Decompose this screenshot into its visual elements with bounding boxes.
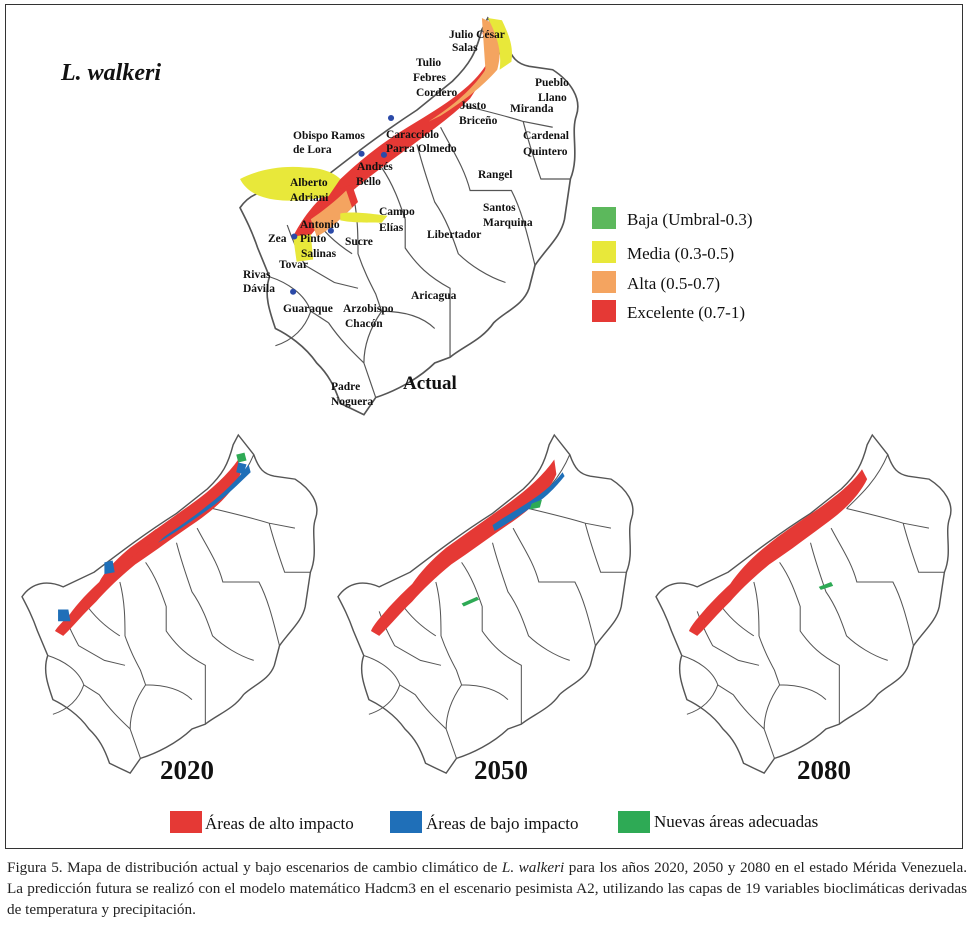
species-title: L. walkeri (60, 60, 161, 86)
scenario-year-2020: 2020 (160, 755, 214, 785)
high-impact-area (125, 529, 159, 561)
legend-label-baja: Baja (Umbral-0.3) (627, 210, 753, 229)
impact-legend: Áreas de alto impacto Áreas de bajo impa… (170, 811, 818, 833)
label-alberto: Alberto (290, 177, 328, 189)
legend-item-baja: Baja (Umbral-0.3) (592, 207, 753, 229)
legend-swatch-media (592, 241, 616, 263)
label-cordero: Cordero (416, 87, 458, 99)
label-libertador: Libertador (427, 229, 481, 241)
caption-species: L. walkeri (501, 859, 565, 876)
high-impact-area (688, 469, 868, 636)
label-santos: Santos (483, 202, 516, 214)
label-padre: Padre (331, 381, 360, 393)
scenario-map-2050: 2050 (337, 434, 634, 785)
legend-label-alta: Alta (0.5-0.7) (627, 274, 720, 293)
label-miranda: Miranda (510, 103, 554, 115)
legend-swatch-baja (592, 207, 616, 229)
high-impact-area (370, 459, 557, 636)
legend-label-excelente: Excelente (0.7-1) (627, 303, 745, 322)
label-obispo-ramos: Obispo Ramos (293, 130, 365, 142)
label-campo: Campo (379, 206, 415, 218)
label-briceno: Briceño (459, 115, 498, 127)
legend-item-new-areas: Nuevas áreas adecuadas (618, 811, 818, 833)
legend-swatch-high-impact (170, 811, 202, 833)
current-distribution-map: Julio César Salas Tulio Febres Cordero P… (60, 17, 579, 416)
label-quintero: Quintero (523, 146, 568, 158)
legend-item-high-impact: Áreas de alto impacto (170, 811, 354, 833)
low-impact-area (157, 464, 251, 543)
municipality-labels: Julio César Salas Tulio Febres Cordero P… (243, 29, 569, 408)
label-salinas: Salinas (301, 248, 337, 260)
legend-label-new-areas: Nuevas áreas adecuadas (654, 812, 818, 831)
label-de-lora: de Lora (293, 144, 332, 156)
suitability-medium-area (240, 18, 513, 262)
scenario-year-2080: 2080 (797, 755, 851, 785)
legend-item-media: Media (0.3-0.5) (592, 241, 734, 263)
label-zea: Zea (268, 233, 287, 245)
label-antonio: Antonio (300, 219, 340, 231)
legend-swatch-low-impact (390, 811, 422, 833)
label-rangel: Rangel (478, 169, 513, 181)
label-tulio: Tulio (416, 57, 441, 69)
label-febres: Febres (413, 72, 447, 84)
suitability-high-area (310, 18, 500, 237)
suitability-legend: Baja (Umbral-0.3) Media (0.3-0.5) Alta (… (592, 207, 753, 322)
label-davila: Dávila (243, 283, 275, 295)
label-aricagua: Aricagua (411, 290, 457, 302)
legend-item-excelente: Excelente (0.7-1) (592, 300, 745, 322)
label-guaraque: Guaraque (283, 303, 333, 315)
label-adriani: Adriani (290, 192, 329, 204)
legend-item-alta: Alta (0.5-0.7) (592, 271, 720, 293)
label-cardenal: Cardenal (523, 130, 569, 142)
label-justo: Justo (460, 100, 486, 112)
label-sucre: Sucre (345, 236, 373, 248)
legend-swatch-excelente (592, 300, 616, 322)
legend-swatch-new-areas (618, 811, 650, 833)
occurrence-points (290, 115, 395, 295)
legend-label-media: Media (0.3-0.5) (627, 244, 734, 263)
label-andres: Andrés (357, 161, 393, 173)
label-marquina: Marquina (483, 217, 533, 229)
label-parra-olmedo: Parra Olmedo (386, 143, 457, 155)
label-llano: Llano (538, 92, 567, 104)
label-pueblo: Pueblo (535, 77, 569, 89)
label-elias: Elías (379, 222, 404, 234)
high-impact-area (54, 459, 241, 636)
new-suitable-area (236, 452, 247, 463)
scenario-map-2080: 2080 (655, 434, 952, 785)
legend-label-low-impact: Áreas de bajo impacto (426, 814, 578, 833)
new-suitable-area (818, 582, 834, 590)
caption-suffix: para los años 2020, 2050 y 2080 en el es… (7, 859, 967, 918)
label-tovar: Tovar (279, 259, 308, 271)
label-rivas: Rivas (243, 269, 271, 281)
label-noguera: Noguera (331, 396, 373, 408)
label-arzobispo: Arzobispo (343, 303, 394, 315)
label-pinto: Pinto (300, 233, 326, 245)
figure-caption: Figura 5. Mapa de distribución actual y … (7, 857, 967, 920)
scenario-year-2050: 2050 (474, 755, 528, 785)
figure-frame (5, 4, 963, 849)
new-suitable-area (529, 499, 542, 510)
label-chacon: Chacón (345, 318, 383, 330)
current-scenario-label: Actual (403, 373, 457, 394)
legend-item-low-impact: Áreas de bajo impacto (390, 811, 578, 833)
legend-label-high-impact: Áreas de alto impacto (205, 814, 354, 833)
label-julio-cesar: Julio César (449, 29, 505, 41)
label-caracciolo: Caracciolo (386, 129, 439, 141)
low-impact-area (492, 472, 565, 532)
new-suitable-area (461, 596, 480, 607)
label-bello: Bello (356, 176, 381, 188)
caption-prefix: Figura 5. Mapa de distribución actual y … (7, 859, 502, 876)
scenario-map-2020: 2020 (21, 434, 318, 785)
legend-swatch-alta (592, 271, 616, 293)
label-salas: Salas (452, 42, 478, 54)
